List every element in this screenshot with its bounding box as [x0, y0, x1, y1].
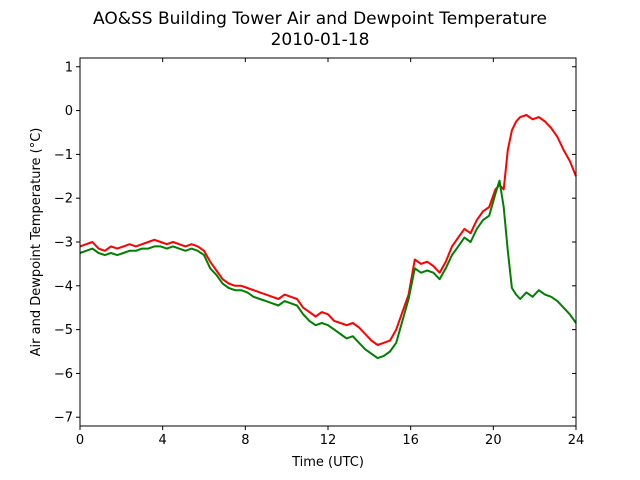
- plot-frame: [79, 57, 577, 427]
- y-tick-label: −3: [54, 236, 73, 251]
- y-tick-label: −7: [54, 411, 73, 426]
- chart-subtitle: 2010-01-18: [271, 30, 370, 50]
- y-tick-label: −5: [54, 323, 73, 338]
- y-tick-label: −6: [54, 367, 73, 382]
- y-axis-ticks: 1 0 −1 −2 −3 −4 −5 −6 −7: [54, 60, 576, 426]
- plot-area: [79, 114, 577, 360]
- x-tick-label: 12: [320, 433, 337, 448]
- x-tick-label: 0: [76, 433, 84, 448]
- x-tick-label: 24: [568, 433, 585, 448]
- x-axis-ticks: 0 4 8 12 16 20 24: [76, 58, 584, 448]
- series-line-2: [79, 179, 577, 360]
- y-tick-label: −2: [54, 192, 73, 207]
- x-tick-label: 16: [402, 433, 419, 448]
- x-tick-label: 4: [159, 433, 167, 448]
- y-tick-label: 1: [65, 60, 73, 75]
- x-tick-label: 20: [485, 433, 502, 448]
- y-axis-label: Air and Dewpoint Temperature (°C): [29, 128, 44, 357]
- x-axis-label: Time (UTC): [291, 455, 364, 470]
- x-tick-label: 8: [241, 433, 249, 448]
- series-line-1: [79, 114, 577, 346]
- y-tick-label: −4: [54, 279, 73, 294]
- y-tick-label: 0: [65, 104, 73, 119]
- y-tick-label: −1: [54, 148, 73, 163]
- chart-title: AO&SS Building Tower Air and Dewpoint Te…: [93, 9, 547, 29]
